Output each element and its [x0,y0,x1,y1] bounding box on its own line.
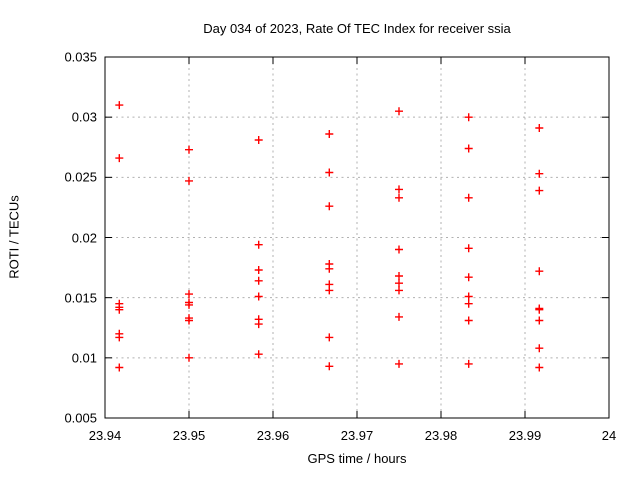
data-point-marker [115,154,124,163]
x-tick-label: 23.96 [256,428,290,443]
data-point-marker [535,186,544,195]
x-tick-label: 23.98 [424,428,458,443]
data-point-marker [325,362,334,371]
data-point-marker [115,333,124,342]
data-point-marker [254,240,263,249]
data-point-marker [115,363,124,372]
y-tick-label: 0.035 [64,49,97,65]
data-point-marker [254,136,263,144]
data-point-marker [254,350,263,359]
data-point-marker [325,333,334,342]
data-point-marker [185,353,193,362]
data-point-marker [254,320,263,329]
data-point-marker [395,107,403,116]
data-point-marker [464,292,473,301]
data-point-marker [395,279,403,288]
y-tick-label: 0.02 [71,230,97,245]
data-point-marker [185,290,193,299]
x-tick-label: 23.95 [172,428,206,443]
data-point-marker [535,344,544,353]
data-point-marker [325,202,334,211]
data-point-marker [395,312,403,321]
data-point-marker [115,305,124,314]
data-point-marker [395,193,403,202]
data-point-marker [535,316,544,325]
data-point-marker [325,286,334,295]
data-point-marker [464,113,473,122]
data-point-marker [185,316,193,325]
data-point-marker [535,305,544,314]
data-point-marker [185,176,193,185]
y-tick-label: 0.03 [71,109,97,125]
plot-border [104,56,610,419]
x-axis-label: GPS time / hours [307,451,407,466]
y-tick-label: 0.015 [64,290,97,306]
data-point-marker [395,272,403,280]
chart-title: Day 034 of 2023, Rate Of TEC Index for r… [203,21,511,36]
data-point-marker [464,244,473,253]
data-point-marker [535,267,544,276]
data-point-marker [185,145,193,154]
data-point-marker [254,276,263,285]
x-tick-label: 24 [601,428,617,443]
data-point-marker [395,185,403,194]
data-point-marker [325,168,334,177]
data-point-marker [115,101,124,110]
data-point-marker [464,273,473,282]
data-point-marker [464,299,473,308]
data-point-marker [535,363,544,372]
data-point-marker [395,286,403,295]
data-point-marker [535,169,544,178]
y-tick-label: 0.01 [71,350,97,366]
x-tick-label: 23.94 [88,428,122,443]
x-tick-label: 23.97 [340,428,374,443]
y-tick-label: 0.025 [64,169,97,185]
data-point-marker [464,359,473,368]
data-point-marker [395,359,403,368]
y-tick-label: 0.005 [64,410,97,426]
data-point-marker [254,266,263,274]
data-point-marker [464,144,473,153]
data-point-marker [325,264,334,273]
data-point-marker [395,245,403,254]
data-point-marker [254,292,263,301]
data-point-marker [464,193,473,202]
x-tick-label: 23.99 [508,428,542,443]
data-point-marker [185,300,193,309]
data-point-marker [464,316,473,325]
data-point-marker [535,124,544,132]
data-point-marker [325,130,334,138]
